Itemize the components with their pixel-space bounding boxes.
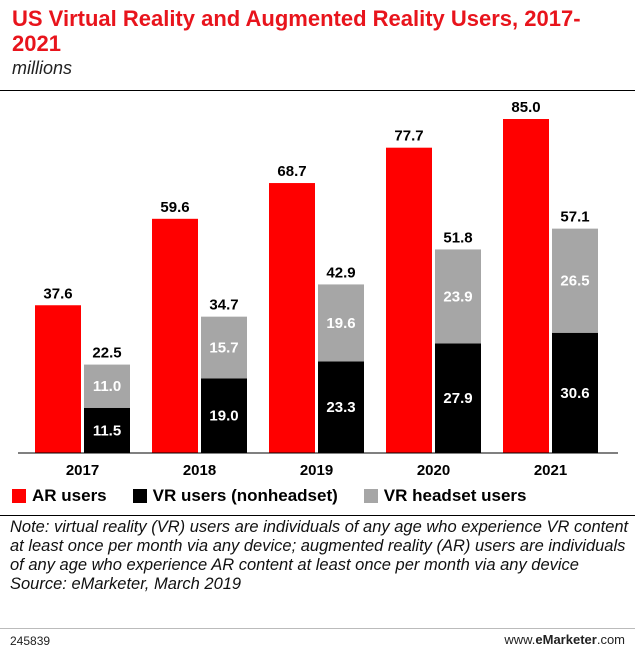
bar-vr-nonheadset-2017 xyxy=(84,407,130,453)
data-label-ar-2017: 37.6 xyxy=(43,285,72,302)
legend-swatch-vr-headset xyxy=(363,489,378,503)
legend: AR users VR users (nonheadset) VR headse… xyxy=(12,486,526,506)
data-label-ar-2018: 59.6 xyxy=(160,199,189,216)
x-tick-label-2017: 2017 xyxy=(66,462,99,479)
bar-ar-2017 xyxy=(35,305,81,453)
legend-label-vr-headset: VR headset users xyxy=(383,486,527,505)
bar-ar-2020 xyxy=(386,147,432,454)
data-label-vr-headset-2021: 26.5 xyxy=(560,273,589,290)
brand-name: eMarketer xyxy=(535,632,597,647)
data-label-vr-nonheadset-2019: 23.3 xyxy=(326,399,355,416)
x-tick-label-2021: 2021 xyxy=(534,462,567,479)
data-label-ar-2019: 68.7 xyxy=(277,163,306,180)
bar-vr-nonheadset-2020 xyxy=(435,343,481,453)
legend-item-vr-nonheadset: VR users (nonheadset) xyxy=(132,486,338,506)
data-label-vr-total-2017: 22.5 xyxy=(92,345,121,362)
x-tick-label-2019: 2019 xyxy=(300,462,333,479)
source-text: Source: eMarketer, March 2019 xyxy=(10,575,242,593)
chart-note: Note: virtual reality (VR) users are ind… xyxy=(10,518,630,594)
data-label-vr-total-2021: 57.1 xyxy=(560,209,589,226)
legend-item-ar: AR users xyxy=(12,486,107,506)
bar-ar-2019 xyxy=(269,183,315,453)
chart-title: US Virtual Reality and Augmented Reality… xyxy=(12,6,581,56)
bar-vr-nonheadset-2021 xyxy=(552,332,598,453)
bar-vr-nonheadset-2019 xyxy=(318,361,364,453)
data-label-vr-headset-2017: 11.0 xyxy=(93,378,121,395)
legend-swatch-vr-nonheadset xyxy=(132,489,147,503)
brand-suffix: .com xyxy=(596,632,625,647)
labels-layer: 37.6 11.5 11.0 22.5 2017 59.6 19.0 15.7 34.7 2018… xyxy=(43,99,589,479)
data-label-vr-nonheadset-2021: 30.6 xyxy=(560,385,589,402)
data-label-vr-nonheadset-2020: 27.9 xyxy=(443,390,472,407)
chart-id: 245839 xyxy=(10,634,51,648)
data-label-vr-nonheadset-2017: 11.5 xyxy=(93,422,121,439)
note-text: Note: virtual reality (VR) users are ind… xyxy=(10,518,629,574)
bar-ar-2021 xyxy=(503,119,549,453)
bar-ar-2018 xyxy=(152,218,198,453)
top-divider xyxy=(0,90,635,91)
data-label-vr-headset-2019: 19.6 xyxy=(326,315,355,332)
data-label-vr-headset-2020: 23.9 xyxy=(443,288,472,305)
footer-divider xyxy=(0,628,635,629)
bar-vr-headset-2021 xyxy=(552,228,598,333)
x-tick-label-2018: 2018 xyxy=(183,462,216,479)
data-label-ar-2021: 85.0 xyxy=(511,99,540,116)
data-label-vr-total-2020: 51.8 xyxy=(443,229,472,246)
brand-logo-text[interactable]: www.eMarketer.com xyxy=(504,632,625,647)
bar-vr-headset-2018 xyxy=(201,316,247,379)
bar-vr-headset-2020 xyxy=(435,249,481,344)
data-label-vr-headset-2018: 15.7 xyxy=(209,339,238,356)
chart-subtitle: millions xyxy=(12,58,73,78)
x-tick-label-2020: 2020 xyxy=(417,462,450,479)
bars-layer xyxy=(35,119,598,454)
bar-chart: 37.6 11.5 11.0 22.5 2017 59.6 19.0 15.7 34.7 2018… xyxy=(18,99,618,479)
bar-vr-nonheadset-2018 xyxy=(201,378,247,453)
note-divider xyxy=(0,515,635,516)
brand-prefix: www. xyxy=(504,632,536,647)
data-label-vr-nonheadset-2018: 19.0 xyxy=(209,408,238,425)
data-label-vr-total-2018: 34.7 xyxy=(209,297,238,314)
bar-vr-headset-2017 xyxy=(84,364,130,408)
bar-vr-headset-2019 xyxy=(318,284,364,362)
data-label-vr-total-2019: 42.9 xyxy=(326,264,355,281)
legend-label-ar: AR users xyxy=(32,486,107,505)
legend-label-vr-nonheadset: VR users (nonheadset) xyxy=(152,486,338,505)
data-label-ar-2020: 77.7 xyxy=(394,128,423,145)
legend-swatch-ar xyxy=(12,489,26,503)
legend-item-vr-headset: VR headset users xyxy=(363,486,527,506)
